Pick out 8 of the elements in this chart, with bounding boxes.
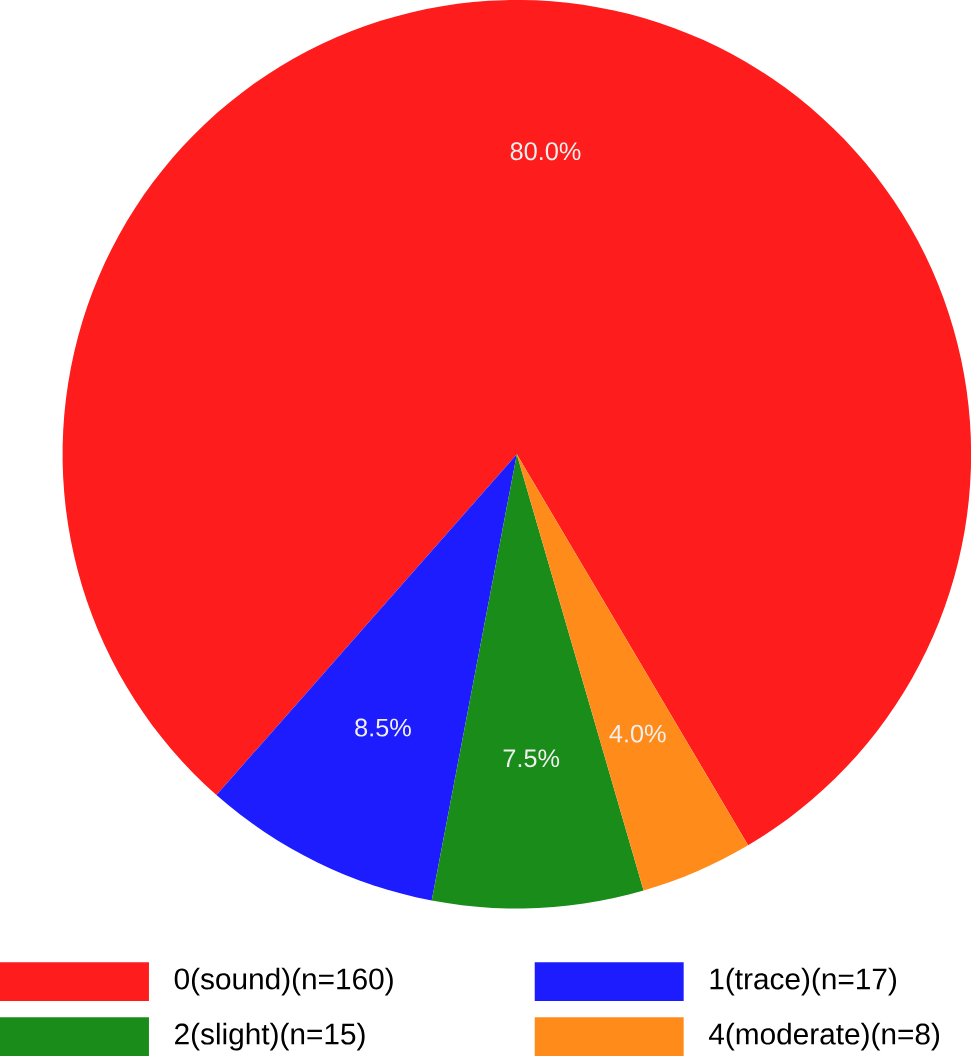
data-label: 4.0% <box>609 724 666 743</box>
legend-label: 4(moderate)(n=8) <box>708 1022 939 1051</box>
data-label: 7.5% <box>503 749 560 768</box>
data-label: 80.0% <box>510 142 581 161</box>
legend-label: 2(slight)(n=15) <box>175 1022 365 1051</box>
data-label: 8.5% <box>355 718 411 737</box>
legend-label: 1(trace)(n=17) <box>710 967 896 996</box>
legend-label: 0(sound)(n=160) <box>174 967 393 996</box>
